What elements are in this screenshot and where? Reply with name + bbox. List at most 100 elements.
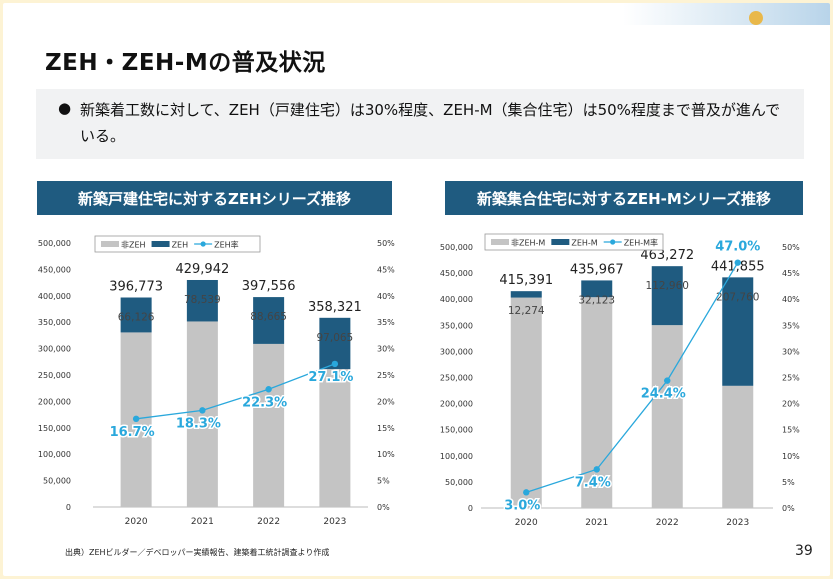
y2-tick-label: 50% bbox=[377, 239, 395, 248]
y2-tick-label: 20% bbox=[377, 397, 395, 406]
top-gradient-bar bbox=[623, 3, 830, 25]
y-tick-label: 400,000 bbox=[38, 292, 71, 301]
legend-box bbox=[484, 233, 664, 251]
legend-box bbox=[94, 235, 261, 253]
y-tick-label: 300,000 bbox=[440, 347, 473, 356]
bar-non-zeh bbox=[186, 321, 218, 507]
bar-total-label: 429,942 bbox=[175, 262, 229, 277]
y-tick-label: 200,000 bbox=[38, 397, 71, 406]
rate-label: 3.0% bbox=[504, 498, 540, 513]
source-note: 出典）ZEHビルダー／デベロッパー実績報告、建築着工統計調査より作成 bbox=[65, 548, 330, 557]
y-tick-label: 100,000 bbox=[440, 452, 473, 461]
bar-total-label: 435,967 bbox=[570, 262, 624, 277]
bar-zeh bbox=[510, 291, 542, 298]
rate-point bbox=[331, 360, 339, 368]
y-tick-label: 350,000 bbox=[440, 321, 473, 330]
rate-point bbox=[523, 489, 530, 496]
rate-point bbox=[199, 407, 206, 414]
chart-title-apartment: 新築集合住宅に対するZEH-Mシリーズ推移 bbox=[445, 181, 803, 215]
y2-tick-label: 40% bbox=[377, 292, 395, 301]
x-tick-label: 2023 bbox=[726, 518, 749, 528]
y-tick-label: 0 bbox=[468, 504, 473, 513]
bar-zeh-value-label: 88,665 bbox=[250, 311, 287, 323]
bar-non-zeh bbox=[651, 325, 683, 508]
rate-label: 22.3% bbox=[242, 395, 287, 410]
bar-total-label: 463,272 bbox=[640, 248, 694, 263]
bar-zeh bbox=[319, 317, 351, 370]
y2-tick-label: 10% bbox=[782, 452, 800, 461]
y2-tick-label: 15% bbox=[377, 424, 395, 433]
y2-tick-label: 50% bbox=[782, 243, 800, 252]
x-tick-label: 2020 bbox=[125, 517, 148, 527]
bar-zeh-value-label: 12,274 bbox=[508, 305, 545, 317]
rate-label: 18.3% bbox=[176, 416, 221, 431]
y2-tick-label: 45% bbox=[782, 269, 800, 278]
x-tick-label: 2020 bbox=[515, 518, 538, 528]
rate-point bbox=[132, 415, 140, 423]
y2-tick-label: 35% bbox=[782, 321, 800, 330]
x-tick-label: 2021 bbox=[585, 518, 608, 528]
x-tick-label: 2023 bbox=[323, 517, 346, 527]
y2-tick-label: 5% bbox=[377, 477, 390, 486]
y2-tick-label: 10% bbox=[377, 450, 395, 459]
y2-tick-label: 0% bbox=[782, 504, 795, 513]
y-tick-label: 50,000 bbox=[445, 478, 473, 487]
y2-tick-label: 45% bbox=[377, 265, 395, 274]
y2-tick-label: 30% bbox=[377, 345, 395, 354]
legend-swatch bbox=[491, 239, 509, 245]
y-tick-label: 400,000 bbox=[440, 295, 473, 304]
rate-label: 27.1% bbox=[308, 370, 353, 385]
rate-point bbox=[593, 466, 600, 473]
bar-non-zeh bbox=[319, 369, 351, 507]
legend-swatch bbox=[551, 239, 570, 245]
y-tick-label: 100,000 bbox=[38, 450, 71, 459]
x-tick-label: 2022 bbox=[257, 517, 280, 527]
bar-zeh-value-label: 112,960 bbox=[646, 280, 689, 292]
rate-label: 24.4% bbox=[641, 387, 686, 402]
y-tick-label: 500,000 bbox=[440, 243, 473, 252]
y2-tick-label: 35% bbox=[377, 318, 395, 327]
legend-label: ZEH bbox=[172, 241, 189, 250]
bar-zeh-value-label: 32,123 bbox=[578, 294, 615, 306]
bar-zeh-value-label: 78,539 bbox=[184, 294, 221, 306]
rate-label: 16.7% bbox=[110, 425, 155, 440]
bar-non-zeh bbox=[510, 297, 542, 508]
summary-text: 新築着工数に対して、ZEH（戸建住宅）は30%程度、ZEH-M（集合住宅）は50… bbox=[80, 101, 781, 145]
bar-zeh bbox=[253, 297, 285, 344]
rate-line bbox=[526, 262, 739, 493]
y2-tick-label: 25% bbox=[782, 374, 800, 383]
y-tick-label: 350,000 bbox=[38, 318, 71, 327]
chart-title-detached: 新築戸建住宅に対するZEHシリーズ推移 bbox=[37, 181, 392, 215]
y-tick-label: 150,000 bbox=[440, 426, 473, 435]
rate-point bbox=[664, 377, 671, 384]
legend-label: ZEH-M率 bbox=[624, 238, 658, 248]
charts-canvas: 0 50,000 100,000 150,000 200,000 250,000 300,0… bbox=[38, 233, 800, 528]
bar-total-label: 415,391 bbox=[499, 273, 553, 288]
y-tick-label: 150,000 bbox=[38, 424, 71, 433]
y-tick-label: 250,000 bbox=[440, 374, 473, 383]
y2-tick-label: 20% bbox=[782, 400, 800, 409]
legend-point-swatch bbox=[610, 239, 616, 245]
summary-box: ● 新築着工数に対して、ZEH（戸建住宅）は30%程度、ZEH-M（集合住宅）は… bbox=[36, 89, 804, 159]
bar-total-label: 397,556 bbox=[242, 279, 296, 294]
rate-point bbox=[734, 259, 741, 266]
bar-zeh-value-label: 207,760 bbox=[716, 291, 759, 303]
legend-swatch bbox=[151, 241, 170, 247]
y-tick-label: 500,000 bbox=[38, 239, 71, 248]
legend-point-swatch bbox=[200, 241, 206, 247]
rate-line bbox=[136, 363, 336, 420]
legend-label: 非ZEH-M bbox=[511, 238, 545, 248]
bar-zeh-value-label: 97,065 bbox=[317, 332, 354, 344]
y-tick-label: 300,000 bbox=[38, 345, 71, 354]
y-tick-label: 450,000 bbox=[38, 265, 71, 274]
page-title: ZEH・ZEH-Mの普及状況 bbox=[45, 50, 326, 76]
page-number: 39 bbox=[795, 543, 813, 559]
bar-zeh-value-label: 66,126 bbox=[118, 312, 155, 324]
bullet-icon: ● bbox=[58, 99, 72, 117]
rate-point bbox=[265, 386, 272, 393]
legend-label: ZEH-M bbox=[571, 239, 597, 248]
bar-non-zeh bbox=[253, 343, 285, 507]
bar-non-zeh bbox=[722, 385, 754, 508]
bar-zeh bbox=[186, 279, 218, 322]
y-tick-label: 250,000 bbox=[38, 371, 71, 380]
